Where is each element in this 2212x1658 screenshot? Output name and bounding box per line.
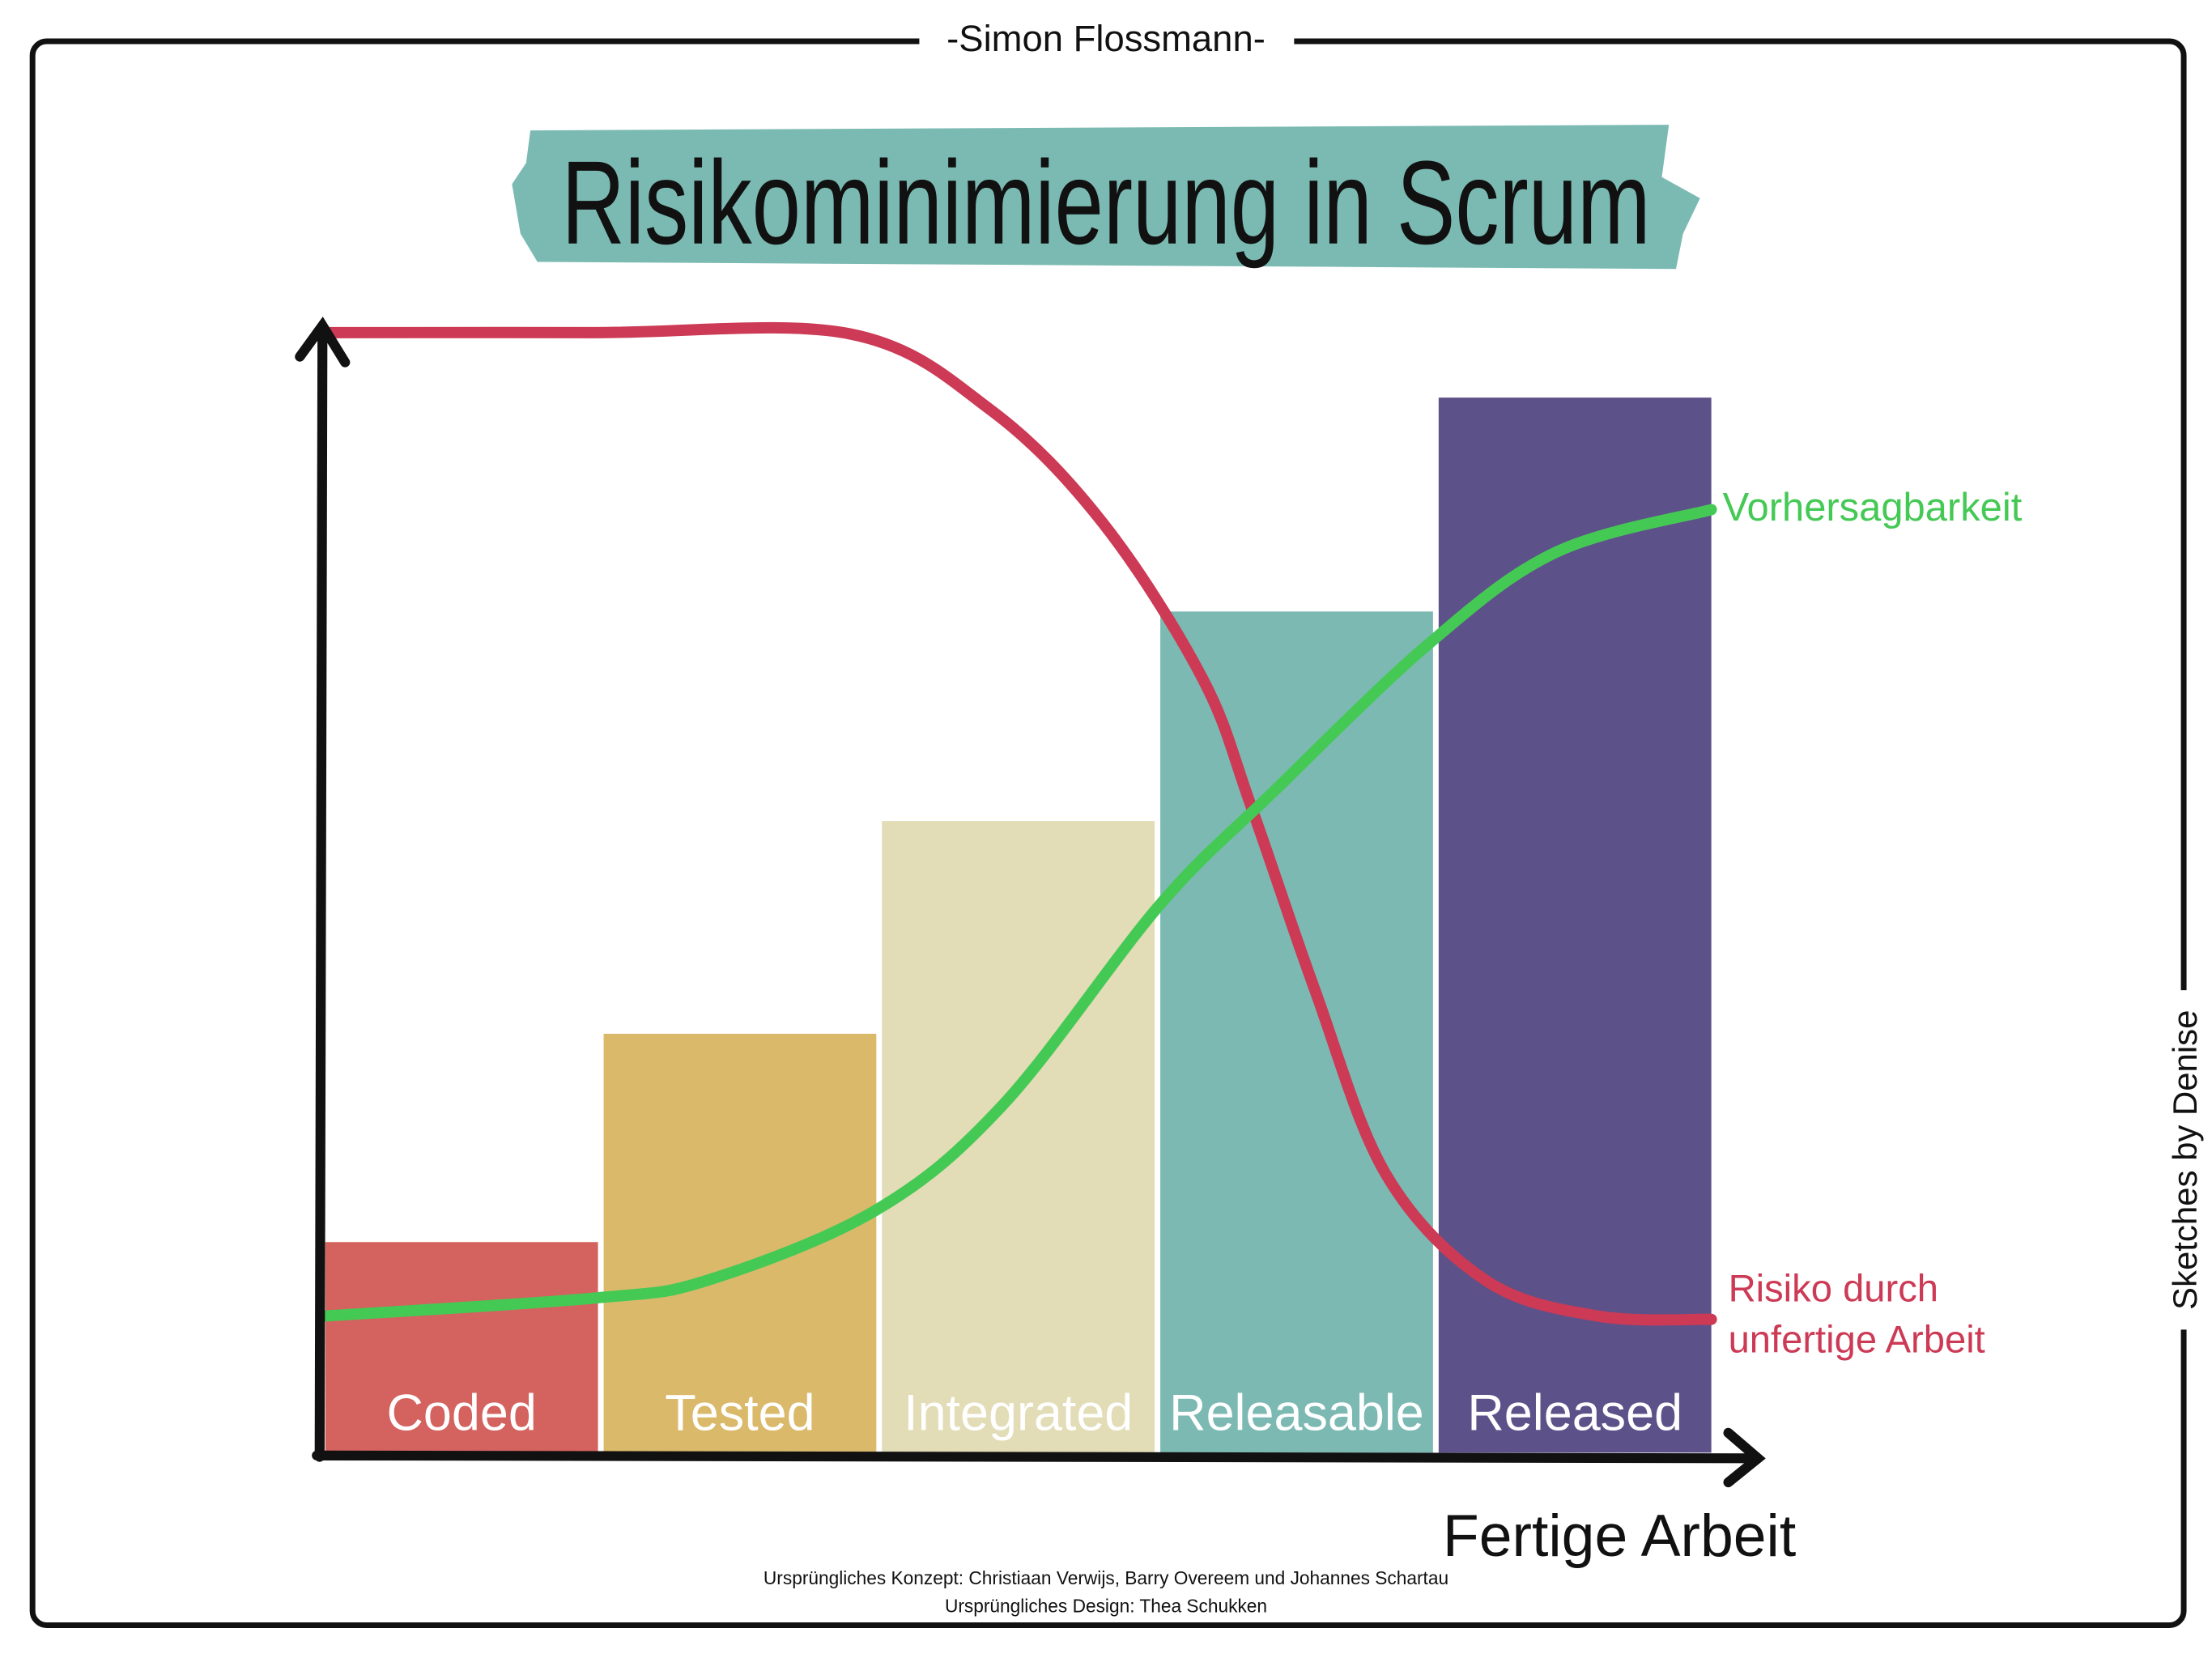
chart-title: Risikominimierung in Scrum	[561, 137, 1650, 270]
credit-design: Ursprüngliches Design: Thea Schukken	[945, 1596, 1267, 1617]
x-axis-label: Fertige Arbeit	[1443, 1503, 1796, 1569]
x-axis	[312, 1427, 1766, 1488]
bar-coded	[325, 1242, 598, 1453]
author: -Simon Flossmann-	[946, 18, 1266, 59]
y-axis	[295, 317, 351, 1462]
risk-label-line-2: unfertige Arbeit	[1729, 1317, 1985, 1360]
bar-releasable	[1160, 611, 1433, 1453]
bar-label-coded: Coded	[387, 1384, 537, 1441]
predictability-line	[319, 504, 1717, 1322]
side-credit: Sketches by Denise	[2166, 1010, 2204, 1310]
bar-label-integrated: Integrated	[904, 1384, 1133, 1441]
title-banner	[512, 125, 1700, 270]
predictability-label: Vorhersagbarkeit	[1723, 486, 2023, 529]
risk-label-line-1: Risiko durch	[1729, 1266, 1938, 1309]
risk-line	[319, 321, 1717, 1326]
bar-label-tested: Tested	[665, 1384, 815, 1441]
bar-released	[1438, 397, 1712, 1453]
credit-concept: Ursprüngliches Konzept: Christiaan Verwi…	[764, 1567, 1448, 1588]
side-credit-bg	[2163, 990, 2207, 1330]
bar-tested	[603, 1033, 877, 1453]
bar-integrated	[882, 821, 1155, 1453]
bar-label-released: Released	[1467, 1384, 1682, 1441]
bar-label-releasable: Releasable	[1169, 1384, 1424, 1441]
author-bg	[919, 14, 1295, 66]
